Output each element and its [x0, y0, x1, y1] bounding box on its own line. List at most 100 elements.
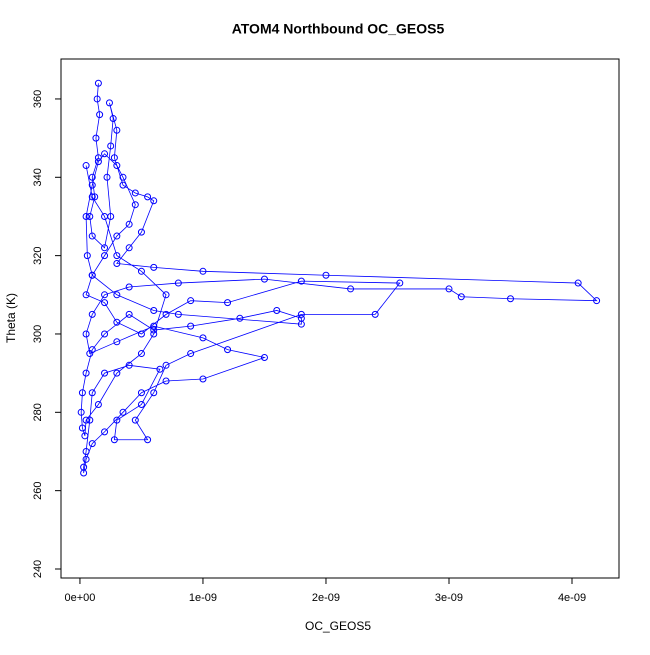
data-point — [101, 369, 109, 377]
data-point — [101, 291, 109, 299]
data-point — [113, 291, 121, 299]
y-tick-label: 340 — [32, 168, 44, 186]
data-point — [113, 162, 121, 170]
data-point — [113, 338, 121, 346]
x-tick-label: 0e+00 — [64, 592, 95, 604]
data-point — [119, 181, 127, 189]
data-point — [137, 267, 145, 275]
data-point — [297, 310, 305, 318]
data-point — [236, 314, 244, 322]
data-point — [80, 463, 88, 471]
x-tick-label: 4e-09 — [558, 592, 586, 604]
data-point — [82, 330, 90, 338]
data-point — [574, 279, 582, 287]
data-point — [224, 346, 232, 354]
data-point — [91, 193, 99, 201]
data-point — [322, 271, 330, 279]
data-point — [347, 285, 355, 293]
x-tick-label: 1e-09 — [189, 592, 217, 604]
data-point — [371, 310, 379, 318]
data-point — [187, 322, 195, 330]
data-point — [86, 416, 94, 424]
data-point — [88, 310, 96, 318]
data-point — [144, 436, 152, 444]
data-point — [103, 173, 111, 181]
data-point — [125, 310, 133, 318]
data-point — [297, 277, 305, 285]
data-point — [150, 330, 158, 338]
data-point — [174, 310, 182, 318]
y-tick-label: 240 — [32, 560, 44, 578]
data-point — [187, 297, 195, 305]
data-point — [199, 375, 207, 383]
data-point — [92, 134, 100, 142]
data-point — [101, 252, 109, 260]
data-point — [137, 330, 145, 338]
data-point — [162, 361, 170, 369]
plot-frame — [60, 58, 620, 579]
y-tick-label: 300 — [32, 325, 44, 343]
data-point — [88, 173, 96, 181]
data-point — [125, 283, 133, 291]
data-point — [125, 220, 133, 228]
data-point — [94, 158, 102, 166]
data-point — [94, 400, 102, 408]
data-point — [273, 306, 281, 314]
chart-title: ATOM4 Northbound OC_GEOS5 — [232, 21, 445, 37]
data-point — [162, 291, 170, 299]
data-point — [137, 350, 145, 358]
data-point — [77, 408, 85, 416]
data-point — [507, 295, 514, 303]
data-point — [162, 310, 170, 318]
data-point — [101, 299, 109, 307]
data-point — [82, 162, 90, 170]
data-point — [101, 244, 109, 252]
data-point — [107, 142, 115, 150]
data-point — [88, 232, 96, 240]
y-tick-label: 360 — [32, 90, 44, 108]
data-point — [137, 389, 145, 397]
data-point — [110, 154, 118, 162]
data-point — [187, 350, 195, 358]
data-point — [199, 267, 207, 275]
data-point — [113, 318, 121, 326]
data-point — [81, 432, 89, 440]
data-point — [593, 297, 601, 305]
data-point — [156, 365, 164, 373]
data-point — [82, 416, 90, 424]
x-tick-label: 3e-09 — [435, 592, 463, 604]
data-point — [82, 455, 90, 463]
data-point — [150, 326, 158, 334]
data-point — [224, 299, 232, 307]
data-point — [101, 428, 109, 436]
data-point — [113, 232, 121, 240]
data-point — [131, 201, 139, 209]
data-point — [88, 193, 96, 201]
data-point — [457, 293, 465, 301]
data-point — [101, 150, 109, 158]
data-point — [88, 271, 96, 279]
data-point — [93, 95, 101, 103]
data-point — [396, 279, 404, 287]
data-point — [297, 314, 305, 322]
data-point — [101, 330, 109, 338]
data-point — [86, 212, 94, 220]
data-point — [150, 197, 158, 205]
y-tick-label: 280 — [32, 403, 44, 421]
y-axis-label: Theta (K) — [4, 293, 18, 343]
data-point — [137, 400, 145, 408]
data-point — [88, 346, 96, 354]
data-point — [260, 275, 268, 283]
data-point — [119, 408, 127, 416]
data-point — [82, 447, 90, 455]
data-point — [88, 440, 96, 448]
data-point — [150, 263, 158, 271]
data-point — [113, 126, 121, 134]
data-point — [125, 244, 133, 252]
data-point — [445, 285, 453, 293]
y-tick-label: 320 — [32, 246, 44, 264]
data-point — [109, 115, 117, 123]
data-point — [96, 111, 104, 119]
